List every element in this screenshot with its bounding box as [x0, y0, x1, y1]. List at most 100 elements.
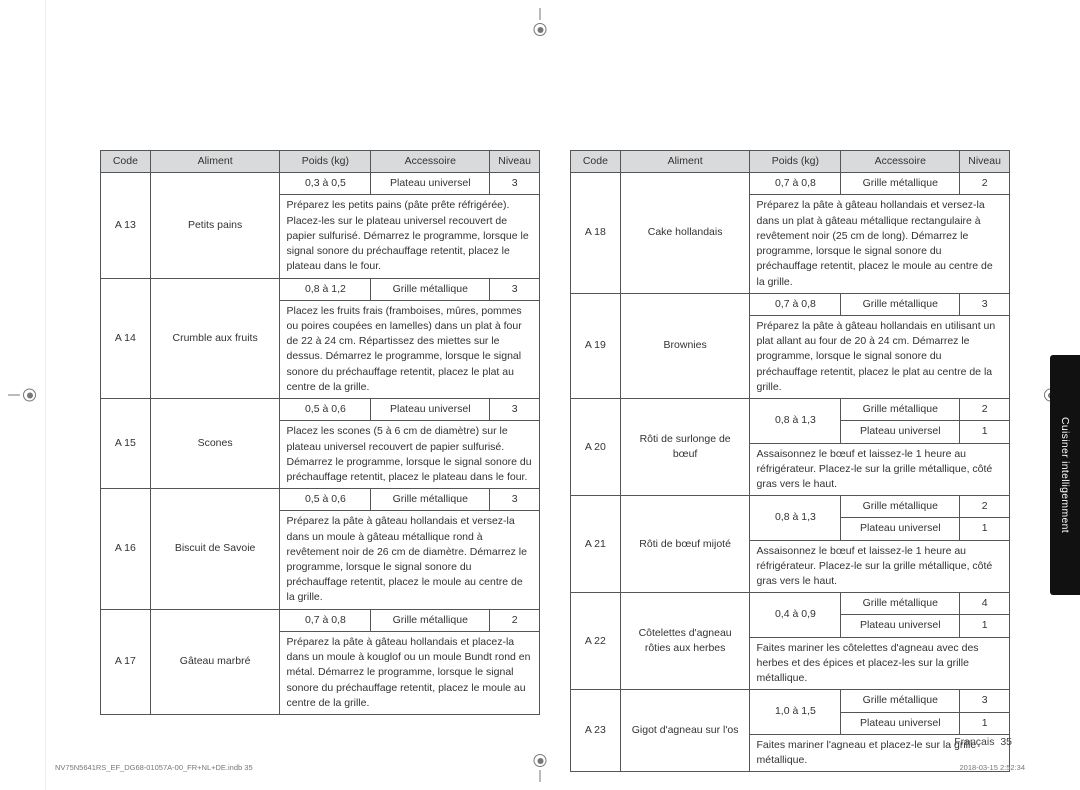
table-row: A 14 Crumble aux fruits 0,8 à 1,2 Grille… — [101, 278, 540, 300]
footer-timestamp: 2018-03-15 2:52:34 — [960, 763, 1025, 772]
cell-aliment: Gigot d'agneau sur l'os — [620, 690, 750, 772]
th-poids: Poids (kg) — [280, 151, 371, 173]
cell-code: A 16 — [101, 489, 151, 610]
cell-accessoire: Grille métallique — [841, 173, 960, 195]
cell-niveau: 1 — [960, 518, 1010, 540]
table-row: A 23 Gigot d'agneau sur l'os1,0 à 1,5Gri… — [571, 690, 1010, 712]
th-aliment: Aliment — [150, 151, 280, 173]
cell-instructions: Préparez la pâte à gâteau hollandais en … — [750, 315, 1010, 398]
section-tab-label: Cuisiner intelligemment — [1059, 417, 1071, 533]
cell-instructions: Préparez la pâte à gâteau hollandais et … — [280, 631, 540, 714]
cell-aliment: Biscuit de Savoie — [150, 489, 280, 610]
cell-niveau: 2 — [960, 399, 1010, 421]
cell-niveau: 1 — [960, 615, 1010, 637]
th-aliment: Aliment — [620, 151, 750, 173]
table-row: A 22 Côtelettes d'agneau rôties aux herb… — [571, 593, 1010, 615]
th-code: Code — [101, 151, 151, 173]
cell-aliment: Brownies — [620, 293, 750, 398]
cell-code: A 14 — [101, 278, 151, 399]
cell-aliment: Côtelettes d'agneau rôties aux herbes — [620, 593, 750, 690]
cell-aliment: Cake hollandais — [620, 173, 750, 294]
page-gutter — [45, 0, 46, 790]
table-row: A 20 Rôti de surlonge de bœuf0,8 à 1,3Gr… — [571, 399, 1010, 421]
table-row: A 18 Cake hollandais0,7 à 0,8Grille méta… — [571, 173, 1010, 195]
th-niveau: Niveau — [490, 151, 540, 173]
cell-poids: 0,5 à 0,6 — [280, 399, 371, 421]
cell-accessoire: Grille métallique — [841, 399, 960, 421]
footer-line: NV75N5641RS_EF_DG68-01057A-00_FR+NL+DE.i… — [55, 763, 1025, 772]
cell-niveau: 3 — [960, 690, 1010, 712]
cell-instructions: Préparez la pâte à gâteau hollandais et … — [280, 511, 540, 609]
cell-aliment: Scones — [150, 399, 280, 489]
cell-poids: 1,0 à 1,5 — [750, 690, 841, 734]
cell-code: A 23 — [571, 690, 621, 772]
cell-niveau: 1 — [960, 712, 1010, 734]
cell-niveau: 3 — [490, 173, 540, 195]
cell-instructions: Préparez la pâte à gâteau hollandais et … — [750, 195, 1010, 293]
cell-niveau: 3 — [960, 293, 1010, 315]
table-header-row: Code Aliment Poids (kg) Accessoire Nivea… — [101, 151, 540, 173]
registration-mark-left — [8, 389, 36, 402]
cell-accessoire: Plateau universel — [841, 615, 960, 637]
table-row: A 17 Gâteau marbré 0,7 à 0,8 Grille méta… — [101, 609, 540, 631]
cell-instructions: Placez les fruits frais (framboises, mûr… — [280, 300, 540, 398]
cell-instructions: Placez les scones (5 à 6 cm de diamètre)… — [280, 421, 540, 489]
tables-container: Code Aliment Poids (kg) Accessoire Nivea… — [100, 150, 1035, 772]
cell-poids: 0,7 à 0,8 — [750, 293, 841, 315]
cell-instructions: Assaisonnez le bœuf et laissez-le 1 heur… — [750, 443, 1010, 496]
th-accessoire: Accessoire — [371, 151, 490, 173]
cell-instructions: Préparez les petits pains (pâte prête ré… — [280, 195, 540, 278]
left-column: Code Aliment Poids (kg) Accessoire Nivea… — [100, 150, 540, 715]
table-row: A 21 Rôti de bœuf mijoté0,8 à 1,3Grille … — [571, 496, 1010, 518]
cell-code: A 20 — [571, 399, 621, 496]
cell-aliment: Rôti de surlonge de bœuf — [620, 399, 750, 496]
cell-accessoire: Grille métallique — [841, 293, 960, 315]
cell-aliment: Crumble aux fruits — [150, 278, 280, 399]
cell-code: A 19 — [571, 293, 621, 398]
cell-accessoire: Plateau universel — [841, 421, 960, 443]
table-row: A 13 Petits pains 0,3 à 0,5 Plateau univ… — [101, 173, 540, 195]
cell-code: A 15 — [101, 399, 151, 489]
cell-accessoire: Plateau universel — [841, 518, 960, 540]
cell-code: A 17 — [101, 609, 151, 714]
cell-poids: 0,4 à 0,9 — [750, 593, 841, 637]
cell-accessoire: Grille métallique — [841, 496, 960, 518]
cell-poids: 0,7 à 0,8 — [750, 173, 841, 195]
cell-accessoire: Grille métallique — [841, 690, 960, 712]
cell-code: A 22 — [571, 593, 621, 690]
section-tab: Cuisiner intelligemment — [1050, 355, 1080, 595]
th-code: Code — [571, 151, 621, 173]
page-language: Français — [954, 736, 994, 748]
page-footer-label: Français 35 — [954, 736, 1012, 748]
right-column: Code Aliment Poids (kg) Accessoire Nivea… — [570, 150, 1010, 772]
cell-niveau: 4 — [960, 593, 1010, 615]
cell-poids: 0,8 à 1,3 — [750, 496, 841, 540]
cell-aliment: Petits pains — [150, 173, 280, 278]
cell-code: A 21 — [571, 496, 621, 593]
cell-code: A 18 — [571, 173, 621, 294]
cell-niveau: 2 — [960, 496, 1010, 518]
registration-mark-top — [534, 8, 547, 36]
footer-file: NV75N5641RS_EF_DG68-01057A-00_FR+NL+DE.i… — [55, 763, 253, 772]
cell-poids: 0,7 à 0,8 — [280, 609, 371, 631]
cell-code: A 13 — [101, 173, 151, 278]
cell-niveau: 3 — [490, 399, 540, 421]
th-niveau: Niveau — [960, 151, 1010, 173]
cell-poids: 0,8 à 1,2 — [280, 278, 371, 300]
cell-accessoire: Plateau universel — [371, 399, 490, 421]
cell-niveau: 2 — [960, 173, 1010, 195]
cell-accessoire: Grille métallique — [371, 609, 490, 631]
cell-accessoire: Grille métallique — [371, 278, 490, 300]
th-poids: Poids (kg) — [750, 151, 841, 173]
cell-poids: 0,8 à 1,3 — [750, 399, 841, 443]
table-row: A 16 Biscuit de Savoie 0,5 à 0,6 Grille … — [101, 489, 540, 511]
cell-niveau: 3 — [490, 278, 540, 300]
cell-accessoire: Plateau universel — [841, 712, 960, 734]
cell-niveau: 2 — [490, 609, 540, 631]
page-number: 35 — [1000, 736, 1012, 748]
cell-instructions: Faites mariner les côtelettes d'agneau a… — [750, 637, 1010, 690]
cell-niveau: 1 — [960, 421, 1010, 443]
recipes-table-left: Code Aliment Poids (kg) Accessoire Nivea… — [100, 150, 540, 715]
table-row: A 19 Brownies0,7 à 0,8Grille métallique … — [571, 293, 1010, 315]
cell-niveau: 3 — [490, 489, 540, 511]
